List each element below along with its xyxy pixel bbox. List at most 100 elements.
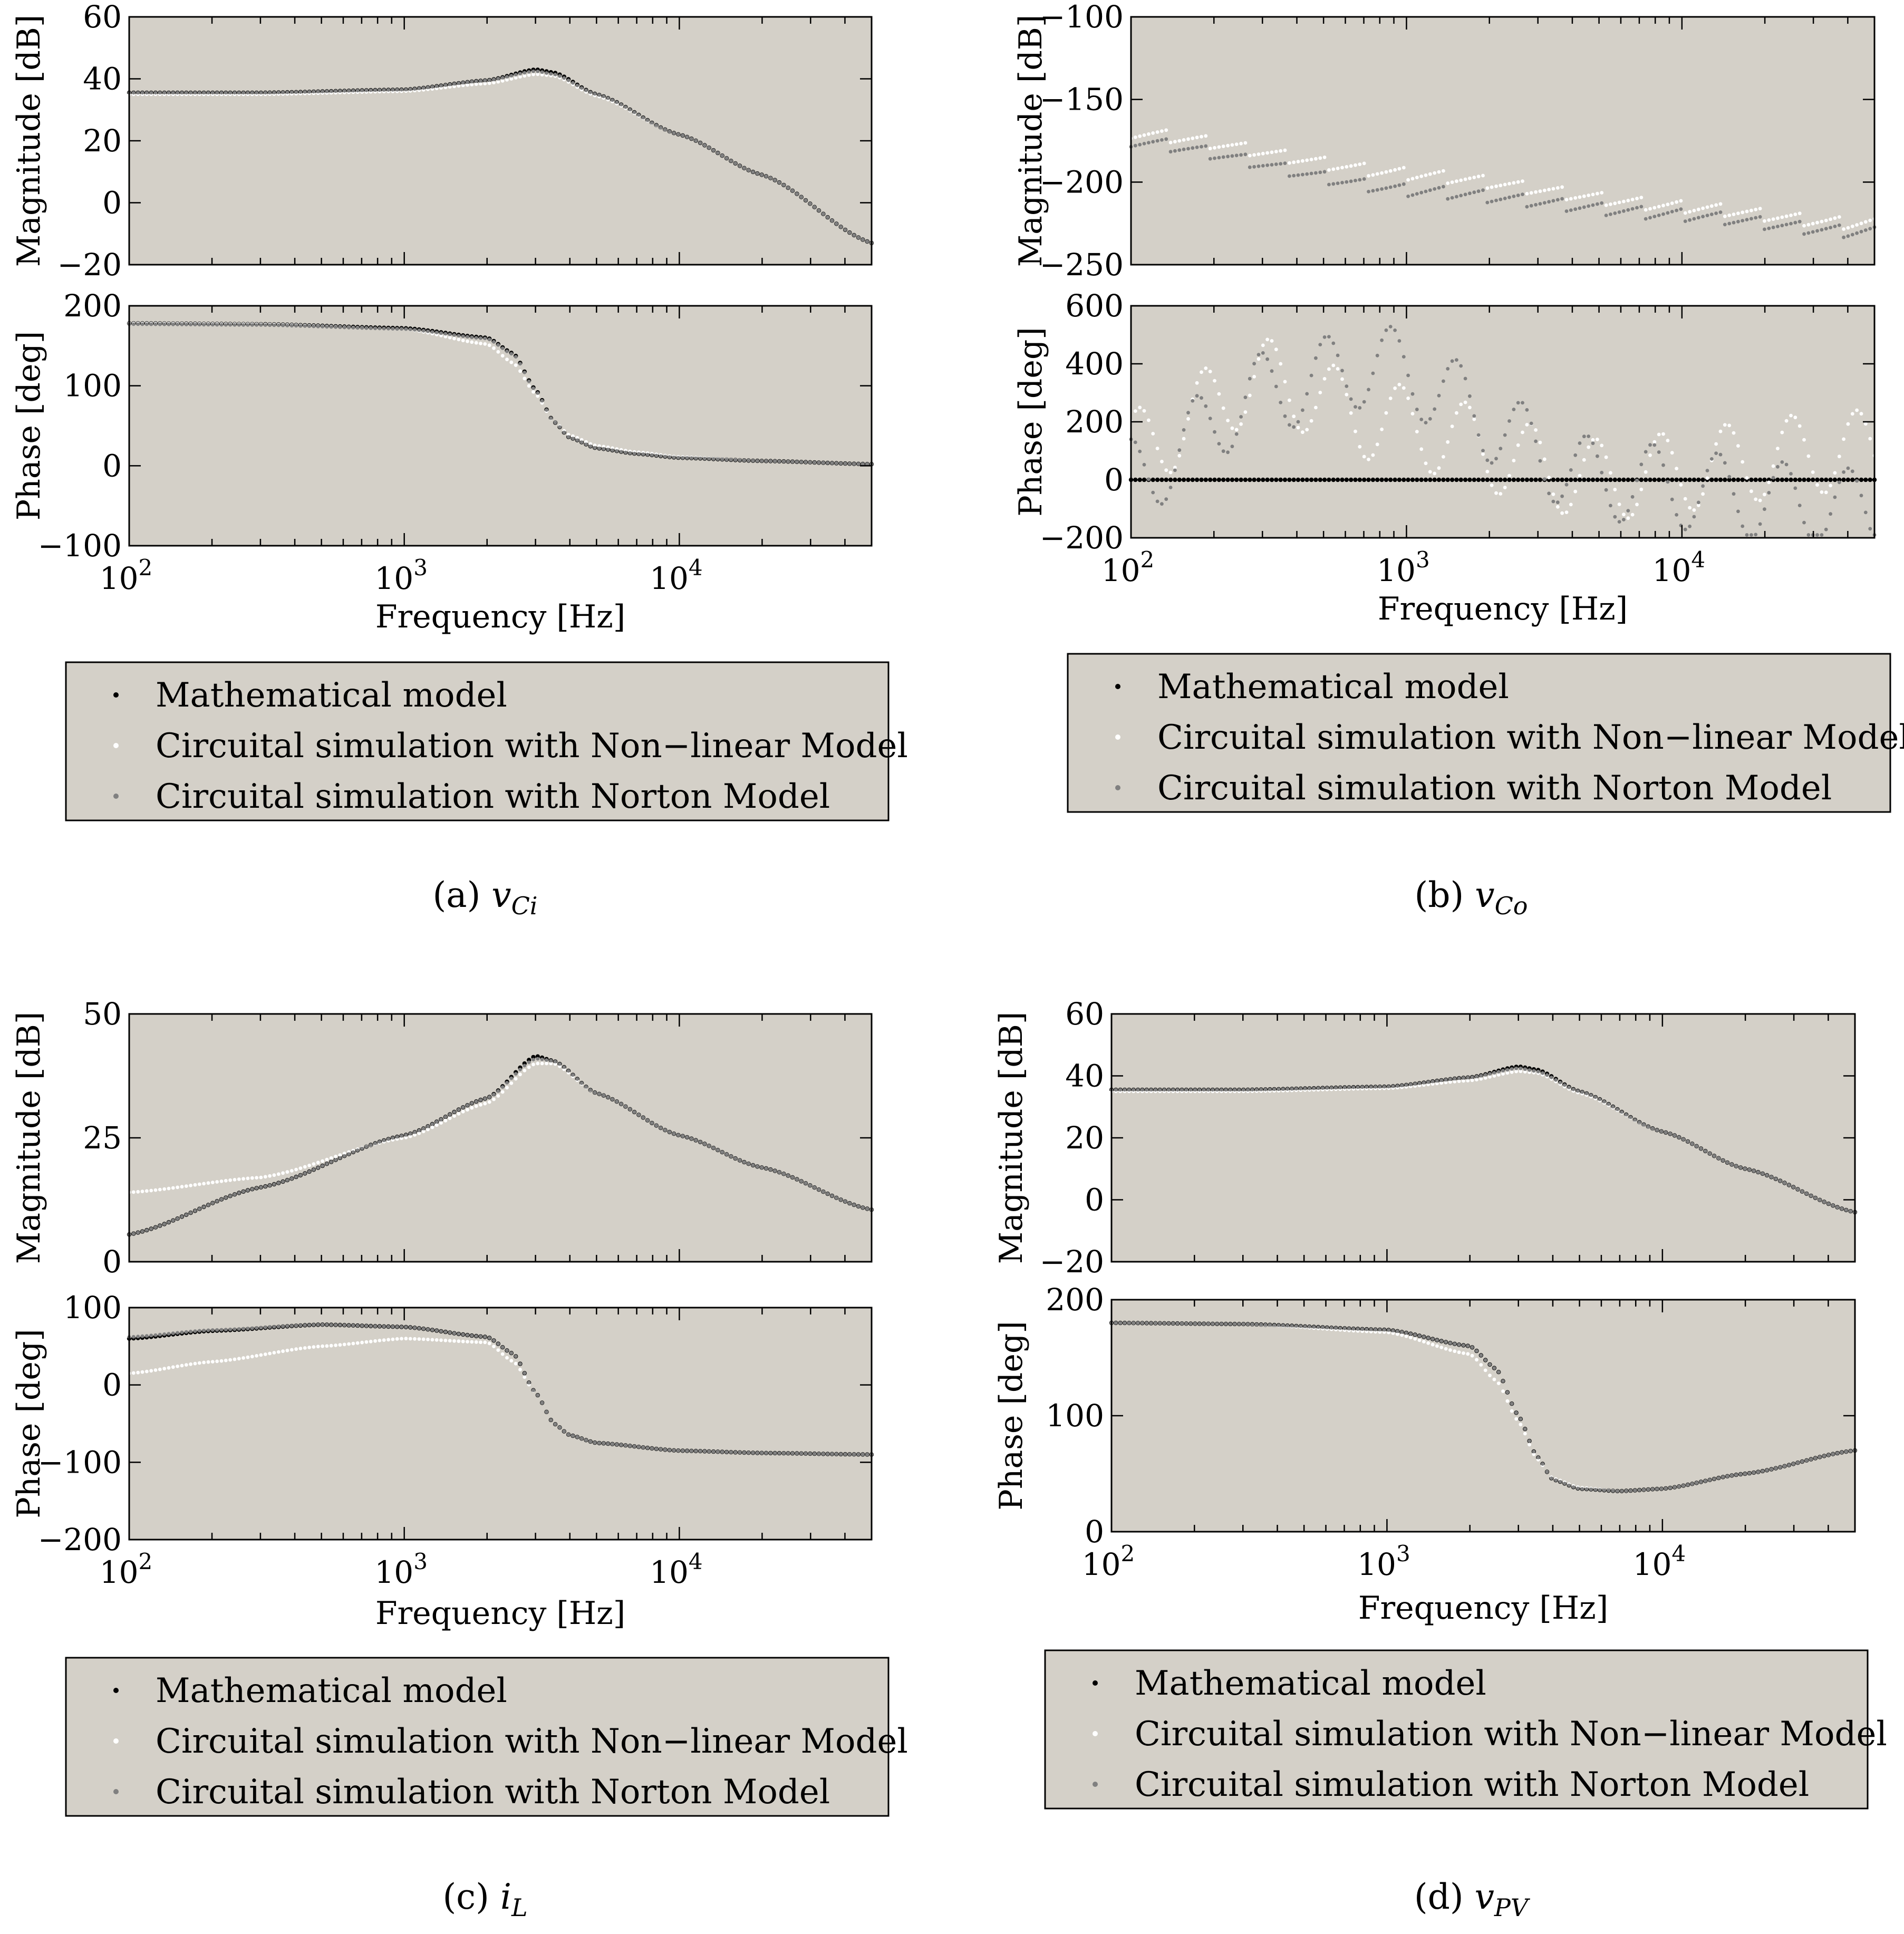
data-point (1426, 1341, 1431, 1345)
data-point (1397, 339, 1402, 343)
y-tick-label: 600 (1065, 288, 1124, 324)
data-point (637, 113, 641, 117)
data-point (1442, 185, 1445, 189)
data-point (176, 91, 179, 95)
data-point (1428, 188, 1432, 192)
data-point (703, 143, 707, 147)
data-point (760, 1451, 764, 1455)
data-point (1340, 181, 1344, 185)
data-point (144, 1228, 149, 1232)
data-point (479, 1340, 482, 1345)
data-point (1367, 174, 1370, 178)
data-point (1259, 1322, 1263, 1327)
data-point (1212, 477, 1217, 482)
data-point (466, 1108, 469, 1112)
data-point (448, 82, 452, 86)
data-point (434, 84, 439, 89)
data-point (1736, 509, 1740, 514)
data-point (1582, 205, 1586, 209)
data-point (1422, 1340, 1426, 1344)
data-point (1419, 418, 1424, 421)
data-point (1226, 450, 1230, 455)
data-point (527, 384, 531, 388)
data-point (1829, 512, 1833, 516)
data-point (1424, 173, 1428, 177)
data-point (1384, 328, 1388, 332)
data-point (1571, 1485, 1576, 1489)
data-point (751, 1451, 755, 1455)
data-point (1173, 477, 1177, 482)
data-point (1400, 1084, 1404, 1088)
data-point (176, 1185, 179, 1190)
series-circuital-simulation-with-norton-model (1129, 325, 1877, 537)
data-point (338, 1156, 342, 1160)
data-point (1268, 1087, 1272, 1091)
data-point (202, 1182, 206, 1186)
data-point (1582, 434, 1586, 439)
data-point (1534, 439, 1538, 443)
y-tick-label: 0 (102, 1244, 122, 1280)
data-point (1445, 477, 1450, 482)
data-point (1291, 477, 1296, 482)
data-point (1532, 1452, 1536, 1456)
data-point (276, 1181, 281, 1185)
data-point (716, 457, 720, 461)
data-point (448, 332, 452, 336)
legend-marker-circuital-simulation-with-non-linear-model (1115, 734, 1120, 740)
data-point (1481, 188, 1485, 192)
data-point (1523, 1427, 1527, 1431)
series-circuital-simulation-with-norton-model (1109, 1321, 1857, 1493)
data-point (1263, 1087, 1268, 1091)
data-point (1745, 218, 1749, 221)
data-point (1741, 524, 1745, 528)
data-point (338, 1153, 342, 1157)
data-point (1349, 164, 1353, 168)
data-point (1804, 1458, 1809, 1463)
data-point (1650, 1126, 1655, 1130)
data-point (1626, 509, 1630, 512)
data-point (1168, 470, 1173, 475)
data-point (210, 323, 215, 327)
data-point (1336, 167, 1340, 170)
data-point (1717, 1156, 1721, 1161)
data-point (1415, 408, 1419, 411)
data-point (1241, 1088, 1245, 1092)
data-point (1747, 1471, 1752, 1475)
data-point (197, 91, 201, 95)
data-point (1181, 477, 1186, 482)
x-axis-label-d: Frequency [Hz] (1358, 1590, 1608, 1627)
x-axis-label-c: Frequency [Hz] (375, 1595, 625, 1632)
data-point (233, 1327, 237, 1331)
data-point (1587, 434, 1591, 438)
data-point (584, 88, 588, 92)
data-point (1840, 1450, 1844, 1454)
data-point (1580, 1090, 1584, 1094)
data-point (1208, 417, 1212, 420)
data-point (1747, 1168, 1752, 1172)
data-point (1453, 1349, 1457, 1353)
data-point (1322, 477, 1327, 482)
data-point (1155, 499, 1159, 504)
data-point (579, 1436, 584, 1440)
data-point (628, 108, 632, 112)
plot-area (1131, 306, 1874, 538)
data-point (1591, 438, 1595, 442)
data-point (865, 239, 869, 244)
data-point (1850, 477, 1855, 482)
data-point (180, 1215, 184, 1219)
data-point (1837, 480, 1841, 485)
data-point (443, 1338, 448, 1342)
data-point (523, 74, 527, 78)
data-point (373, 326, 377, 331)
data-point (540, 1401, 544, 1405)
data-point (1688, 210, 1692, 214)
data-point (1283, 148, 1287, 152)
data-point (1652, 206, 1657, 210)
data-point (1723, 477, 1727, 482)
data-point (606, 1442, 610, 1446)
data-point (321, 325, 324, 328)
data-point (1629, 1488, 1632, 1493)
data-point (1750, 533, 1753, 537)
data-point (1800, 1190, 1804, 1194)
data-point (1558, 1479, 1562, 1484)
